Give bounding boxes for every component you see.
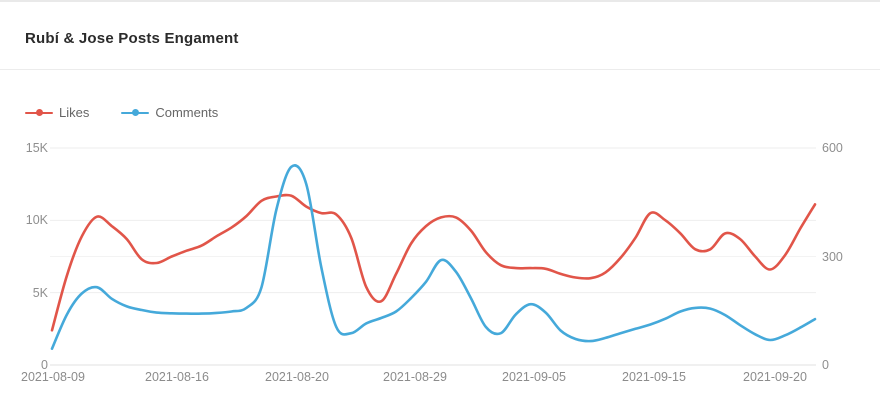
x-axis-tick: 2021-08-16 — [145, 370, 209, 384]
x-axis-tick: 2021-08-29 — [383, 370, 447, 384]
y-axis-left-tick: 15K — [25, 141, 48, 155]
y-axis-right-tick: 0 — [822, 358, 829, 372]
x-axis-tick: 2021-09-15 — [622, 370, 686, 384]
page-title: Rubí & Jose Posts Engament — [25, 30, 239, 47]
likes-line-series-icon — [25, 106, 53, 120]
legend-label-likes: Likes — [59, 105, 90, 120]
y-axis-left-tick: 0 — [41, 358, 48, 372]
x-axis-tick: 2021-09-05 — [502, 370, 566, 384]
x-axis-tick: 2021-08-20 — [265, 370, 329, 384]
legend-item-likes[interactable]: Likes — [25, 105, 89, 120]
legend-item-comments[interactable]: Comments — [121, 105, 218, 120]
legend-label-comments: Comments — [155, 105, 219, 120]
y-axis-right-tick: 600 — [822, 141, 843, 155]
x-axis-tick: 2021-09-20 — [743, 370, 807, 384]
comments-line-series-icon — [121, 106, 150, 120]
y-axis-right-tick: 300 — [822, 250, 843, 264]
title-divider — [0, 69, 880, 70]
y-axis-left-tick: 10K — [25, 213, 48, 227]
chart-legend: Likes Comments — [25, 105, 218, 120]
y-axis-left-tick: 5K — [32, 286, 48, 300]
engagement-line-chart[interactable] — [0, 132, 880, 402]
x-axis-tick: 2021-08-09 — [21, 370, 85, 384]
chart-gridlines — [50, 147, 816, 366]
likes-line — [50, 193, 817, 332]
comments-line — [50, 164, 817, 350]
